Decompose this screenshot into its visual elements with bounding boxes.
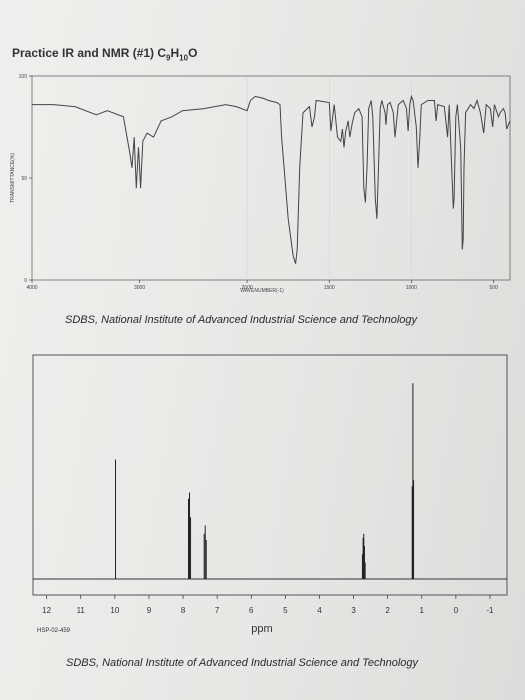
ir-y-tick-label: 50	[21, 176, 27, 182]
nmr-x-tick-label: 9	[147, 606, 152, 615]
nmr-plot-frame	[32, 354, 508, 596]
nmr-x-tick-label: 3	[351, 606, 356, 615]
ir-x-tick-label: 3000	[134, 285, 145, 291]
nmr-source-caption: SDBS, National Institute of Advanced Ind…	[66, 657, 419, 669]
ir-x-axis-label: WAVENUMBER(-1)	[240, 288, 284, 294]
ir-x-tick-label: 1500	[324, 285, 335, 291]
nmr-spectrum-code: HSP-02-459	[37, 628, 71, 634]
nmr-x-tick-label: 5	[283, 606, 288, 615]
ir-x-tick-label: 4000	[26, 285, 37, 291]
nmr-x-tick-label: 2	[385, 606, 390, 615]
ir-y-axis-label: TRANSMITTANCE(%)	[10, 153, 16, 203]
nmr-x-tick-label: 1	[420, 606, 425, 615]
nmr-x-tick-label: 12	[42, 606, 51, 615]
nmr-x-tick-label: 7	[215, 606, 220, 615]
ir-x-tick-label: 2000	[242, 285, 253, 291]
ir-y-tick-label: 0	[24, 278, 27, 284]
nmr-x-tick-label: 11	[77, 606, 86, 615]
nmr-x-tick-label: -1	[486, 606, 494, 615]
nmr-x-tick-label: 6	[249, 606, 254, 615]
ir-x-tick-label: 1000	[406, 285, 417, 291]
nmr-x-tick-label: 10	[110, 606, 119, 615]
nmr-x-tick-label: 8	[181, 606, 186, 615]
nmr-x-tick-label: 0	[454, 606, 459, 615]
ir-source-caption: SDBS, National Institute of Advanced Ind…	[65, 314, 418, 326]
ir-x-tick-label: 500	[489, 285, 498, 291]
page-title: Practice IR and NMR (#1) C9H10O	[12, 46, 198, 63]
ir-y-tick-label: 100	[19, 74, 28, 80]
ir-spectrum-line	[32, 94, 511, 264]
nmr-x-tick-label: 4	[317, 606, 322, 615]
nmr-x-axis-label: ppm	[251, 623, 272, 635]
